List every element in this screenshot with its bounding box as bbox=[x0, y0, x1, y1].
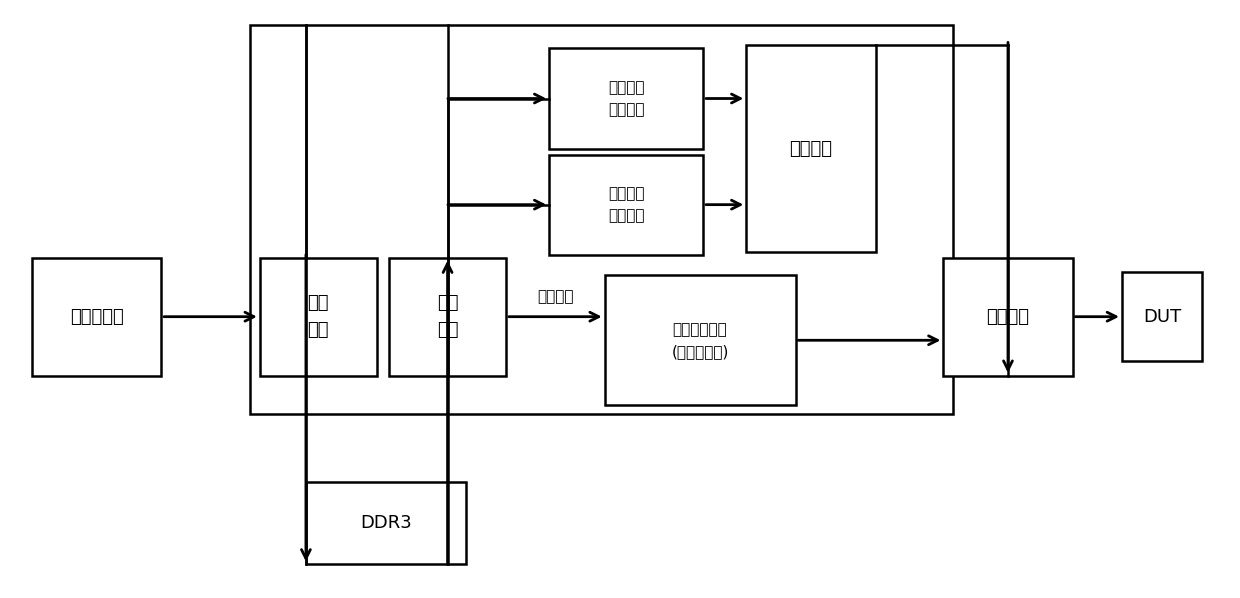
Text: 驱动芯片: 驱动芯片 bbox=[987, 308, 1029, 326]
Text: 开关数据
生成模块: 开关数据 生成模块 bbox=[608, 80, 645, 117]
Text: 驱动生成模块
(电平等信息): 驱动生成模块 (电平等信息) bbox=[671, 322, 729, 359]
Bar bbox=[1122, 273, 1202, 361]
Text: DUT: DUT bbox=[1143, 308, 1180, 326]
Bar bbox=[944, 258, 1073, 376]
Text: 存储
模块: 存储 模块 bbox=[308, 294, 329, 339]
Text: 发送模块: 发送模块 bbox=[790, 140, 832, 158]
Bar bbox=[259, 258, 377, 376]
Text: 计算机软件: 计算机软件 bbox=[69, 308, 124, 326]
Bar bbox=[605, 276, 796, 405]
Bar bbox=[250, 25, 952, 414]
Text: 向量波形
生成模块: 向量波形 生成模块 bbox=[608, 186, 645, 223]
Bar bbox=[389, 258, 506, 376]
Bar bbox=[746, 45, 875, 252]
Text: DDR3: DDR3 bbox=[360, 514, 412, 532]
Bar bbox=[549, 154, 703, 255]
Bar bbox=[32, 258, 161, 376]
Text: 读取
模块: 读取 模块 bbox=[436, 294, 459, 339]
Bar bbox=[549, 48, 703, 149]
Bar bbox=[306, 482, 466, 565]
Text: 驱动信息: 驱动信息 bbox=[537, 289, 574, 304]
